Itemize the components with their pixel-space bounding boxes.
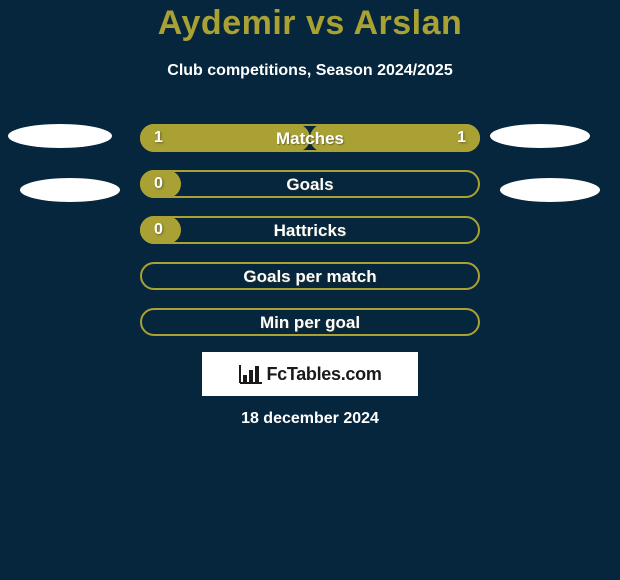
player-ellipse: [20, 178, 120, 202]
logo-text: FcTables.com: [266, 364, 381, 385]
date: 18 december 2024: [0, 410, 620, 428]
bar-outline: [140, 308, 480, 336]
player-ellipse: [8, 124, 112, 148]
player-ellipse: [490, 124, 590, 148]
bar-right: 1: [310, 124, 480, 152]
bar-wrap: 11Matches: [140, 124, 480, 154]
page-title: Aydemir vs Arslan: [0, 4, 620, 43]
bar-left-value: 0: [154, 221, 163, 239]
bar-wrap: 0Goals: [140, 170, 480, 200]
bar-outline: [140, 262, 480, 290]
stat-row: Goals per match: [0, 262, 620, 292]
bar-chart-icon: [238, 363, 264, 385]
bar-right-value: 1: [457, 129, 466, 147]
bar-outline: [140, 170, 480, 198]
subtitle: Club competitions, Season 2024/2025: [0, 62, 620, 80]
bar-wrap: 0Hattricks: [140, 216, 480, 246]
comparison-infographic: Aydemir vs Arslan Club competitions, Sea…: [0, 0, 620, 580]
bar-wrap: Goals per match: [140, 262, 480, 292]
bar-outline: [140, 216, 480, 244]
bar-left: 1: [140, 124, 310, 152]
bar-left-value: 0: [154, 175, 163, 193]
logo: FcTables.com: [238, 363, 381, 385]
bar-left: 0: [140, 216, 181, 244]
bar-left: 0: [140, 170, 181, 198]
stat-row: Min per goal: [0, 308, 620, 338]
logo-box: FcTables.com: [202, 352, 418, 396]
bar-wrap: Min per goal: [140, 308, 480, 338]
stat-row: 0Hattricks: [0, 216, 620, 246]
player-ellipse: [500, 178, 600, 202]
bar-left-value: 1: [154, 129, 163, 147]
stat-rows: 11Matches0Goals0HattricksGoals per match…: [0, 124, 620, 354]
